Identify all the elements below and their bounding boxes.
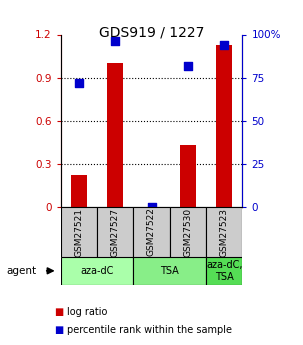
Point [222,42,227,48]
Bar [97,207,133,257]
Text: TSA: TSA [160,266,179,276]
Point [113,39,118,44]
Text: aza-dC: aza-dC [80,266,114,276]
Bar [206,257,242,285]
Point [149,204,154,210]
Text: ■: ■ [55,307,64,317]
Text: GDS919 / 1227: GDS919 / 1227 [99,26,204,40]
Point [76,80,81,86]
Text: log ratio: log ratio [67,307,107,317]
Text: GSM27522: GSM27522 [147,208,156,256]
Text: ■: ■ [55,325,64,335]
Bar [133,257,206,285]
Text: aza-dC,
TSA: aza-dC, TSA [206,260,242,282]
Bar [170,207,206,257]
Text: GSM27521: GSM27521 [74,207,83,257]
Bar [107,63,123,207]
Bar [61,207,97,257]
Bar [216,45,232,207]
Point [185,63,190,68]
Text: agent: agent [6,266,36,276]
Text: GSM27527: GSM27527 [111,207,120,257]
Text: percentile rank within the sample: percentile rank within the sample [67,325,232,335]
Text: GSM27523: GSM27523 [220,207,229,257]
Bar [206,207,242,257]
Bar [133,207,170,257]
Bar [71,175,87,207]
Bar [180,145,196,207]
Text: GSM27530: GSM27530 [183,207,192,257]
Bar [61,257,133,285]
